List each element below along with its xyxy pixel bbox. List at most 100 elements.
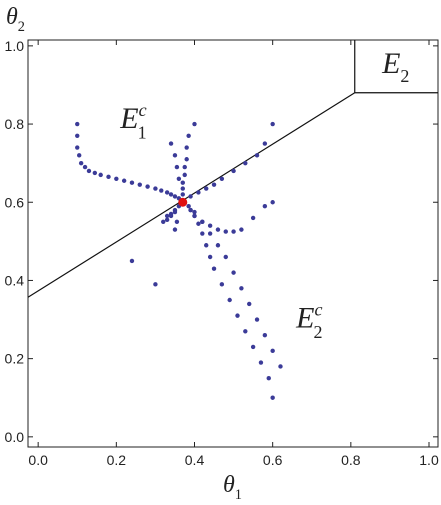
point bbox=[75, 133, 80, 138]
point bbox=[172, 153, 178, 158]
point bbox=[215, 227, 221, 232]
point bbox=[174, 164, 180, 170]
point bbox=[172, 209, 178, 215]
point bbox=[161, 219, 166, 225]
point bbox=[192, 121, 197, 127]
point bbox=[196, 190, 201, 195]
point bbox=[75, 121, 80, 127]
annotation-sub: 1 bbox=[138, 122, 147, 142]
point bbox=[153, 282, 158, 287]
annotation: E2 bbox=[381, 47, 409, 86]
point bbox=[192, 213, 197, 219]
point bbox=[270, 395, 275, 400]
y-axis-label-main: θ bbox=[6, 4, 18, 30]
point bbox=[192, 209, 197, 215]
y-axis-label-sub: 2 bbox=[18, 19, 25, 35]
point bbox=[159, 188, 164, 193]
point bbox=[262, 141, 268, 146]
y-tick-label: 0.2 bbox=[5, 351, 25, 367]
point bbox=[168, 192, 174, 197]
point bbox=[78, 160, 84, 166]
point bbox=[207, 254, 213, 260]
point bbox=[137, 182, 142, 187]
point bbox=[186, 133, 191, 138]
point bbox=[184, 145, 189, 150]
point bbox=[254, 153, 260, 158]
point bbox=[164, 217, 170, 223]
point bbox=[77, 153, 82, 158]
point bbox=[168, 213, 174, 219]
point bbox=[188, 207, 193, 213]
point bbox=[129, 180, 135, 185]
point bbox=[215, 243, 221, 248]
y-tick-label: 0.0 bbox=[5, 429, 25, 445]
point bbox=[227, 297, 232, 303]
point bbox=[164, 213, 170, 219]
point bbox=[182, 172, 187, 178]
point bbox=[270, 121, 275, 127]
point bbox=[82, 164, 88, 170]
point bbox=[106, 174, 111, 180]
point bbox=[266, 375, 271, 381]
point bbox=[174, 219, 180, 225]
point bbox=[243, 329, 248, 334]
point bbox=[250, 344, 256, 350]
point bbox=[172, 227, 178, 232]
point bbox=[207, 223, 213, 228]
annotation: Ec 2 bbox=[295, 299, 322, 342]
point bbox=[207, 231, 213, 236]
point bbox=[172, 194, 178, 199]
x-tick-label: 0.6 bbox=[263, 452, 283, 468]
annotation-main: E bbox=[381, 47, 400, 80]
x-tick-label: 0.2 bbox=[107, 452, 127, 468]
x-axis-label: θ1 bbox=[223, 472, 242, 500]
point bbox=[239, 227, 244, 232]
y-axis-label: θ2 bbox=[6, 4, 25, 35]
point bbox=[239, 286, 244, 291]
x-axis-label-sub: 1 bbox=[235, 487, 242, 500]
point bbox=[168, 141, 174, 146]
point bbox=[164, 190, 170, 195]
point bbox=[211, 182, 217, 187]
point bbox=[184, 157, 189, 162]
point bbox=[231, 270, 236, 275]
point bbox=[180, 192, 185, 197]
point bbox=[178, 197, 188, 207]
point bbox=[204, 243, 209, 248]
y-tick-label: 0.6 bbox=[5, 194, 25, 210]
x-tick-label: 0.4 bbox=[185, 452, 205, 468]
point bbox=[200, 231, 205, 236]
point bbox=[180, 186, 185, 191]
point bbox=[270, 348, 275, 354]
point bbox=[223, 254, 228, 260]
annotation-sub: 2 bbox=[400, 66, 409, 86]
annotation-main: E bbox=[119, 102, 138, 135]
point bbox=[219, 176, 225, 181]
point bbox=[258, 360, 264, 365]
point bbox=[247, 301, 252, 307]
annotation-sup: c bbox=[139, 100, 147, 120]
point bbox=[114, 176, 119, 181]
annotation-sub: 2 bbox=[313, 322, 322, 342]
point bbox=[262, 203, 268, 209]
y-tick-label: 0.4 bbox=[5, 272, 25, 288]
point bbox=[188, 194, 193, 199]
point bbox=[92, 170, 98, 176]
point bbox=[243, 160, 248, 166]
point bbox=[223, 229, 228, 234]
plot-frame bbox=[27, 39, 439, 448]
y-tick-label: 1.0 bbox=[5, 38, 25, 54]
point bbox=[219, 282, 225, 287]
point bbox=[129, 258, 135, 264]
point bbox=[86, 168, 92, 174]
point bbox=[75, 145, 80, 150]
x-tick-label: 0.8 bbox=[341, 452, 361, 468]
point bbox=[153, 186, 158, 191]
point bbox=[145, 184, 150, 189]
x-tick-label: 1.0 bbox=[419, 452, 439, 468]
point bbox=[182, 164, 187, 170]
point bbox=[176, 176, 182, 181]
point bbox=[180, 180, 185, 185]
point bbox=[262, 332, 268, 338]
